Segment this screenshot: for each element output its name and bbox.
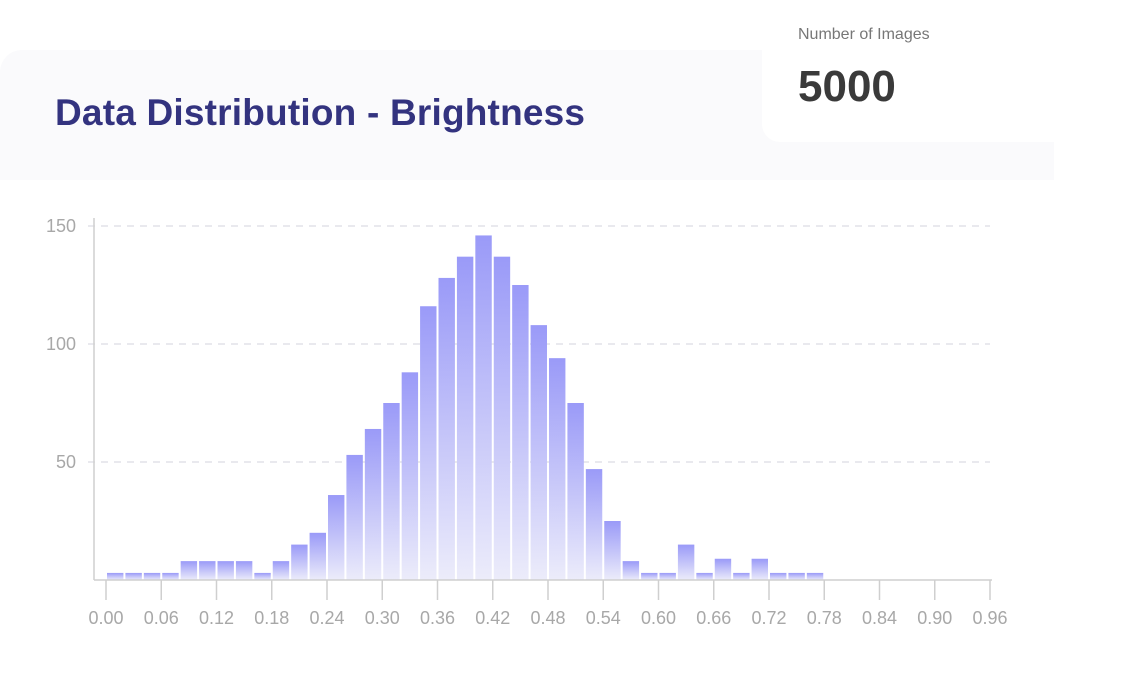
histogram-bar bbox=[272, 561, 290, 580]
x-tick-label-0.18: 0.18 bbox=[254, 608, 289, 628]
tick-labels: 50 100 150 0.00 0.06 0.12 0.18 0.24 0.30 0.36 0.42… bbox=[46, 216, 1008, 628]
x-tick-label-0.78: 0.78 bbox=[807, 608, 842, 628]
histogram-bar bbox=[641, 572, 658, 580]
histogram-bar bbox=[567, 403, 584, 580]
histogram-bar bbox=[217, 561, 234, 580]
x-tick-label-0.66: 0.66 bbox=[696, 608, 731, 628]
histogram-bar bbox=[530, 325, 547, 580]
histogram-bar bbox=[751, 558, 768, 580]
histogram-bar bbox=[401, 372, 419, 580]
histogram-bar bbox=[125, 572, 142, 580]
histogram-bar bbox=[806, 572, 824, 580]
x-tick-label-0.54: 0.54 bbox=[586, 608, 621, 628]
histogram-bar bbox=[585, 469, 603, 580]
x-tick-label-0.90: 0.90 bbox=[917, 608, 952, 628]
histogram-bar bbox=[143, 572, 161, 580]
histogram-bar bbox=[604, 521, 621, 580]
histogram-bar bbox=[475, 235, 492, 580]
histogram-bar bbox=[328, 495, 345, 580]
x-tick-label-0.72: 0.72 bbox=[751, 608, 786, 628]
histogram-bar bbox=[180, 561, 198, 580]
x-tick-label-0.12: 0.12 bbox=[199, 608, 234, 628]
y-tick-label-150: 150 bbox=[46, 216, 76, 236]
histogram-bar bbox=[696, 572, 713, 580]
x-tick-label-0.00: 0.00 bbox=[88, 608, 123, 628]
histogram-bar bbox=[383, 403, 400, 580]
histogram-bar bbox=[770, 572, 787, 580]
y-tick-label-100: 100 bbox=[46, 334, 76, 354]
histogram-bar bbox=[162, 572, 179, 580]
histogram-bar bbox=[733, 572, 750, 580]
histogram-bar bbox=[456, 256, 474, 580]
y-tick-label-50: 50 bbox=[56, 452, 76, 472]
stat-label: Number of Images bbox=[798, 26, 930, 43]
histogram-bar bbox=[677, 544, 695, 580]
histogram-chart: 50 100 150 0.00 0.06 0.12 0.18 0.24 0.30 0.36 0.42… bbox=[46, 216, 1008, 628]
chart-title: Data Distribution - Brightness bbox=[55, 92, 586, 133]
x-tick-label-0.06: 0.06 bbox=[144, 608, 179, 628]
histogram-bar bbox=[549, 358, 566, 580]
histogram-bar bbox=[199, 561, 216, 580]
histogram-bar bbox=[107, 572, 124, 580]
histogram-bar bbox=[254, 572, 271, 580]
histogram-bar bbox=[420, 306, 437, 580]
histogram-bar bbox=[291, 544, 308, 580]
x-tick-label-0.30: 0.30 bbox=[365, 608, 400, 628]
stat-card: Number of Images 5000 bbox=[762, 0, 1072, 142]
histogram-bar bbox=[493, 256, 511, 580]
x-tick-label-0.84: 0.84 bbox=[862, 608, 897, 628]
axes bbox=[93, 218, 992, 600]
histogram-bar bbox=[309, 532, 326, 580]
histogram-bar bbox=[346, 454, 363, 580]
x-tick-label-0.48: 0.48 bbox=[530, 608, 565, 628]
histogram-bar bbox=[622, 561, 640, 580]
histogram-bar bbox=[714, 558, 732, 580]
x-tick-label-0.42: 0.42 bbox=[475, 608, 510, 628]
stat-value: 5000 bbox=[798, 62, 896, 111]
x-tick-label-0.96: 0.96 bbox=[972, 608, 1007, 628]
histogram-bar bbox=[364, 428, 382, 580]
bars bbox=[107, 235, 824, 580]
histogram-bar bbox=[659, 572, 676, 580]
histogram-bar bbox=[438, 277, 455, 580]
histogram-bar bbox=[235, 561, 253, 580]
x-tick-label-0.36: 0.36 bbox=[420, 608, 455, 628]
histogram-bar bbox=[788, 572, 805, 580]
x-tick-label-0.60: 0.60 bbox=[641, 608, 676, 628]
x-tick-label-0.24: 0.24 bbox=[309, 608, 344, 628]
histogram-bar bbox=[512, 285, 529, 580]
